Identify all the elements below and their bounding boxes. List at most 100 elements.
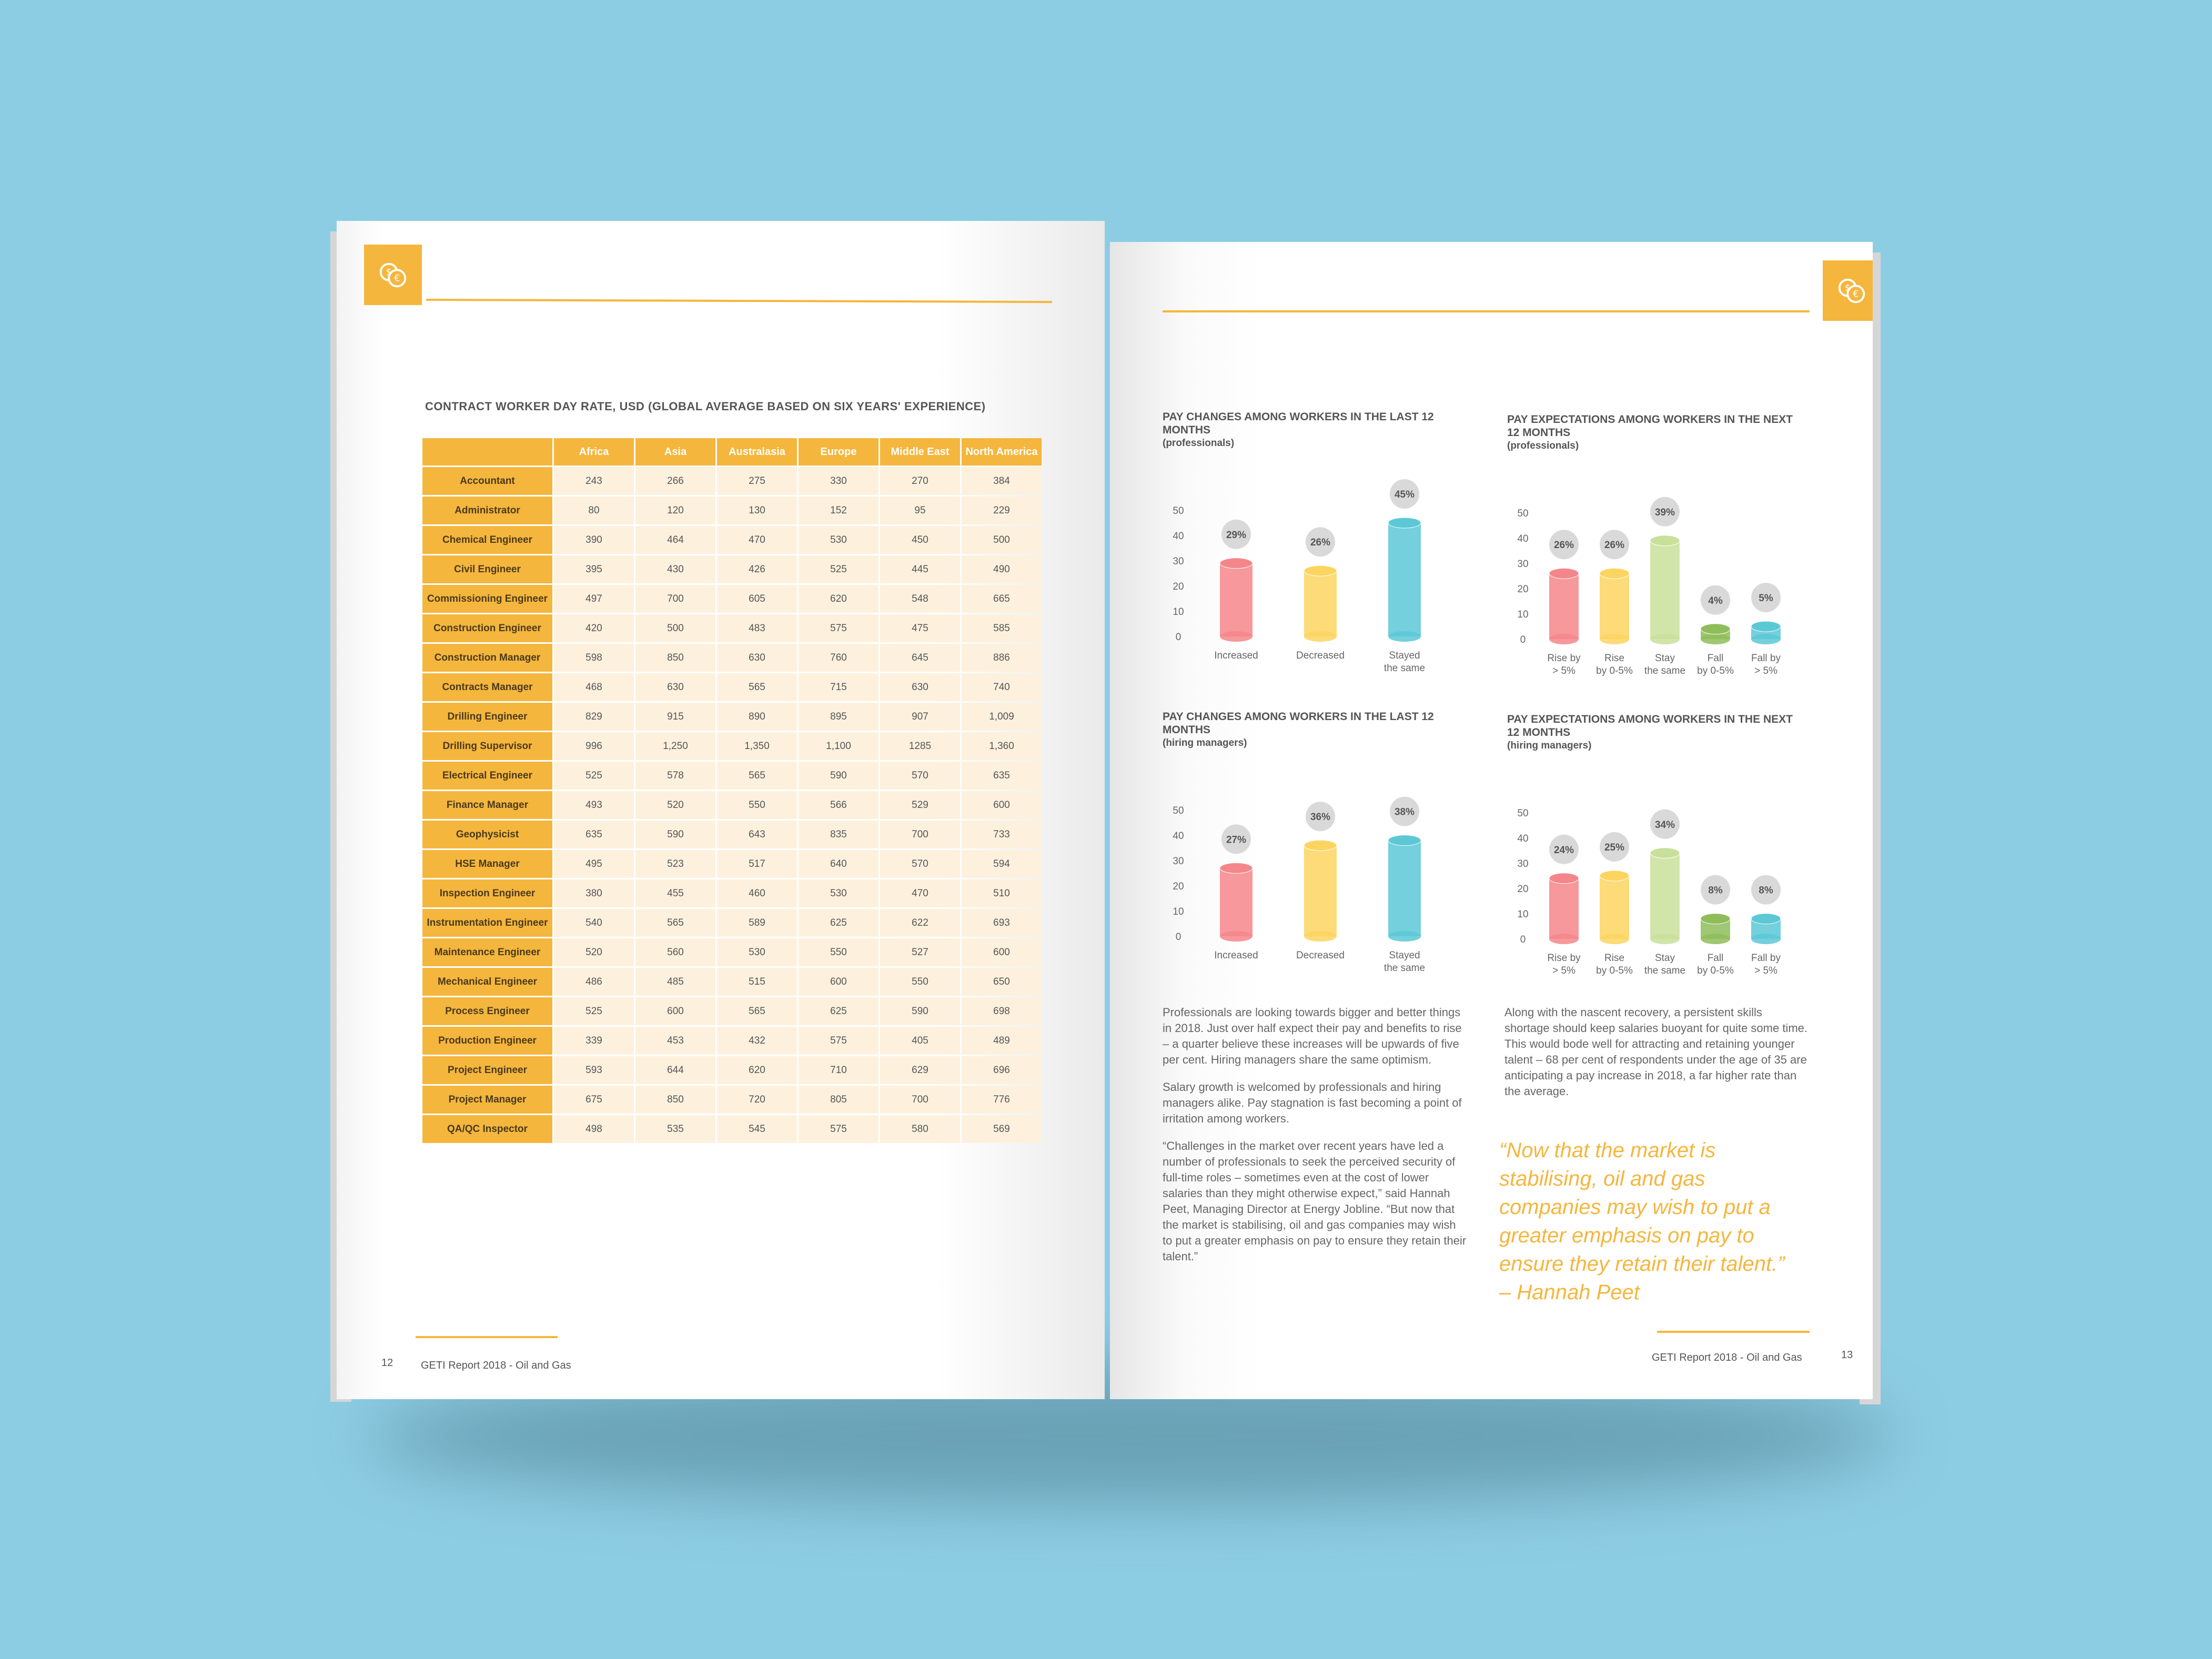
bar-base [1751, 934, 1781, 944]
chart-pay-expectations-professionals: PAY EXPECTATIONS AMONG WORKERS IN THE NE… [1507, 413, 1802, 707]
value-bubble [1600, 832, 1629, 862]
value-bubble [1221, 519, 1251, 549]
rate-cell: 620 [717, 1056, 797, 1084]
rate-cell: 693 [962, 909, 1042, 937]
value-bubble [1751, 875, 1781, 905]
currency-coins-icon: $ € [1823, 260, 1873, 321]
rate-cell: 1,009 [962, 703, 1042, 731]
value-bubble [1751, 583, 1781, 612]
bar-chart: 0 10 20 30 40 50 27% Increased 36% Decreased 38% St… [1173, 796, 1425, 974]
paragraph: Salary growth is welcomed by professiona… [1163, 1080, 1462, 1125]
rate-cell: 665 [962, 585, 1042, 613]
rate-cell: 700 [880, 1086, 960, 1114]
rate-cell: 630 [635, 673, 715, 701]
rate-cell: 600 [962, 938, 1042, 966]
rate-cell: 565 [717, 997, 797, 1025]
svg-text:€: € [1853, 289, 1859, 299]
y-tick-label: 50 [1517, 808, 1528, 819]
day-rate-table: Africa Asia Australasia Europe Middle East No… [421, 437, 1043, 1145]
rate-cell: 600 [799, 968, 878, 996]
currency-coins-icon: $ € [364, 245, 422, 305]
bar-base [1304, 631, 1337, 642]
rate-cell: 493 [554, 791, 634, 819]
rate-cell: 589 [717, 909, 797, 937]
rate-cell: 620 [799, 585, 878, 613]
table-row: Electrical Engineer 525 578 565 590 570 635 [422, 762, 1042, 790]
bar-chart: 0 10 20 30 40 50 29% Increased 26% Decreased 45% St… [1173, 479, 1425, 674]
rate-cell: 497 [554, 585, 634, 613]
rate-cell: 895 [799, 703, 878, 731]
y-tick-label: 20 [1517, 884, 1528, 895]
rate-cell: 455 [635, 879, 715, 907]
y-tick-label: 0 [1520, 934, 1526, 945]
value-bubble [1306, 527, 1335, 557]
rate-cell: 886 [962, 644, 1042, 672]
x-tick-label: the same [1384, 663, 1425, 674]
value-bubble [1390, 796, 1419, 826]
y-tick-label: 50 [1173, 505, 1184, 517]
bar [1751, 621, 1781, 644]
rate-cell: 525 [554, 997, 634, 1025]
table-row: HSE Manager 495 523 517 640 570 594 [422, 850, 1042, 878]
table-row: Mechanical Engineer 486 485 515 600 550 650 [422, 968, 1042, 996]
body-column-right: Along with the nascent recovery, a persi… [1504, 1005, 1810, 1111]
rate-cell: 405 [880, 1027, 960, 1055]
rate-cell: 395 [554, 555, 634, 583]
value-bubble [1390, 479, 1419, 509]
x-tick-label: > 5% [1754, 965, 1777, 976]
rate-cell: 650 [962, 968, 1042, 996]
rate-cell: 468 [554, 673, 634, 701]
role-cell: HSE Manager [422, 850, 552, 878]
rate-cell: 460 [717, 879, 797, 907]
rate-cell: 120 [635, 497, 715, 524]
rate-cell: 696 [962, 1056, 1042, 1084]
role-cell: Chemical Engineer [422, 526, 552, 554]
rate-cell: 835 [799, 821, 878, 848]
rate-cell: 575 [799, 1027, 878, 1055]
rate-cell: 733 [962, 821, 1042, 848]
role-cell: Contracts Manager [422, 673, 552, 701]
data-label: 27% [1226, 834, 1246, 845]
rate-cell: 530 [799, 879, 878, 907]
table-row: Process Engineer 525 600 565 625 590 698 [422, 997, 1042, 1025]
bar-base [1701, 634, 1730, 644]
x-tick-label: Fall by [1751, 653, 1781, 664]
footer-title-right: GETI Report 2018 - Oil and Gas [1652, 1352, 1802, 1363]
x-tick-label: Increased [1214, 650, 1258, 661]
rate-cell: 565 [717, 673, 797, 701]
rate-cell: 565 [717, 762, 797, 790]
bar-top [1751, 913, 1781, 925]
bar [1650, 847, 1680, 944]
bar-top [1388, 835, 1421, 846]
data-label: 26% [1604, 540, 1624, 551]
column-header: Africa [554, 438, 634, 466]
rate-cell: 585 [962, 614, 1042, 642]
rate-cell: 525 [799, 555, 878, 583]
rate-cell: 500 [962, 526, 1042, 554]
table-row: Construction Engineer 420 500 483 575 475 585 [422, 614, 1042, 642]
rate-cell: 622 [880, 909, 960, 937]
rate-cell: 850 [635, 644, 715, 672]
table-row: Project Engineer 593 644 620 710 629 696 [422, 1056, 1042, 1084]
rate-cell: 545 [717, 1115, 797, 1143]
rate-cell: 850 [635, 1086, 715, 1114]
bar-base [1388, 631, 1421, 642]
rate-cell: 580 [880, 1115, 960, 1143]
value-bubble [1306, 802, 1335, 832]
value-bubble [1549, 530, 1579, 560]
role-cell: Civil Engineer [422, 555, 552, 583]
data-label: 39% [1655, 507, 1675, 518]
rate-cell: 470 [880, 879, 960, 907]
paragraph: Professionals are looking towards bigger… [1163, 1006, 1462, 1066]
rate-cell: 600 [962, 791, 1042, 819]
x-tick-label: Rise [1604, 653, 1624, 664]
bar-base [1220, 931, 1253, 942]
rate-cell: 625 [799, 997, 878, 1025]
value-bubble [1650, 497, 1680, 527]
rate-cell: 515 [717, 968, 797, 996]
rate-cell: 560 [635, 938, 715, 966]
bar-base [1549, 934, 1579, 944]
bar-base [1304, 931, 1337, 942]
rate-cell: 485 [635, 968, 715, 996]
